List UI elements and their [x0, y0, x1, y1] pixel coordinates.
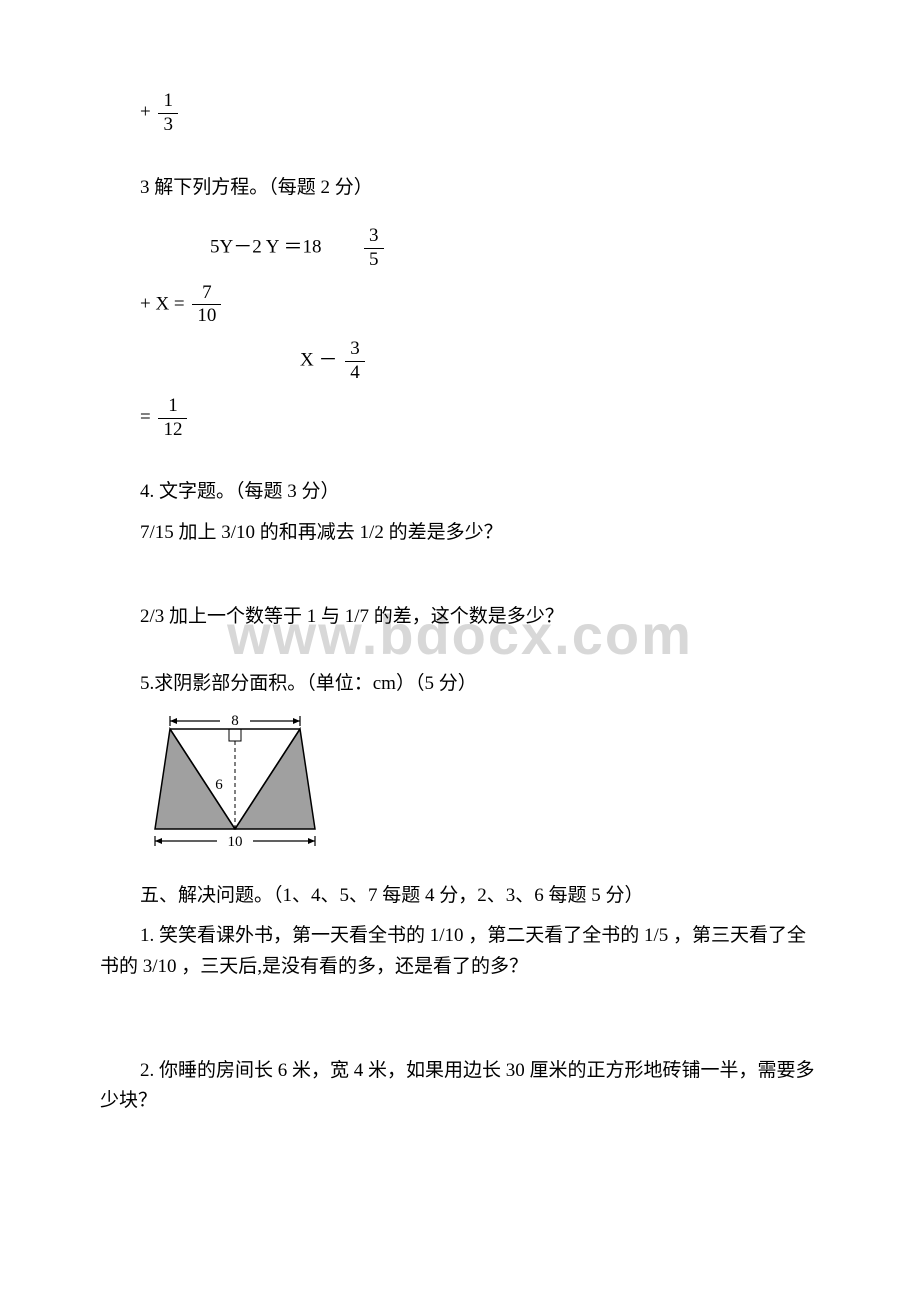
q4-item1: 7/15 加上 3/10 的和再减去 1/2 的差是多少？: [140, 518, 820, 548]
numerator: 7: [192, 282, 221, 306]
numerator: 1: [158, 395, 187, 419]
q5-diagram: 8 6 10: [140, 709, 820, 849]
q3-title: 3 解下列方程。（每题 2 分）: [140, 173, 820, 203]
q3-eq1: 5Y－2 Y ＝18 3 5: [210, 225, 820, 272]
top-fraction-line: + 1 3: [140, 90, 820, 137]
q3-eq3: X － 3 4: [300, 338, 820, 385]
document-content: + 1 3 3 解下列方程。（每题 2 分） 5Y－2 Y ＝18 3 5 + …: [100, 90, 820, 1117]
q4-item2: 2/3 加上一个数等于 1 与 1/7 的差，这个数是多少？: [140, 602, 820, 632]
svg-text:6: 6: [215, 777, 223, 793]
section5-p1: 1. 笑笑看课外书，第一天看全书的 1/10 ，第二天看了全书的 1/5 ，第三…: [100, 921, 820, 982]
q5-title: 5.求阴影部分面积。（单位：cm）（5 分）: [140, 669, 820, 699]
section5-title: 五、解决问题。（1、4、5、7 每题 4 分，2、3、6 每题 5 分）: [140, 881, 820, 911]
q3-eq2: + X = 7 10: [140, 282, 820, 329]
plus-sign: +: [140, 102, 151, 123]
denominator: 12: [158, 419, 187, 442]
denominator: 3: [158, 114, 178, 137]
numerator: 1: [158, 90, 178, 114]
eq1-left: 5Y－2 Y ＝18: [210, 237, 322, 258]
svg-text:10: 10: [228, 834, 243, 849]
svg-text:8: 8: [231, 713, 239, 729]
numerator: 3: [364, 225, 384, 249]
section5-p2: 2. 你睡的房间长 6 米，宽 4 米，如果用边长 30 厘米的正方形地砖铺一半…: [100, 1056, 820, 1117]
fraction-1-12: 1 12: [158, 395, 187, 442]
denominator: 4: [345, 362, 365, 385]
denominator: 10: [192, 305, 221, 328]
q4-title: 4. 文字题。（每题 3 分）: [140, 477, 820, 507]
triangle-shaded-diagram: 8 6 10: [140, 709, 350, 849]
q3-eq4: = 1 12: [140, 395, 820, 442]
fraction-1-3: 1 3: [158, 90, 178, 137]
fraction-3-4: 3 4: [345, 338, 365, 385]
fraction-7-10: 7 10: [192, 282, 221, 329]
numerator: 3: [345, 338, 365, 362]
fraction-3-5: 3 5: [364, 225, 384, 272]
denominator: 5: [364, 249, 384, 272]
eq2-prefix: + X =: [140, 293, 185, 314]
eq3-left: X －: [300, 350, 337, 371]
eq4-prefix: =: [140, 406, 151, 427]
